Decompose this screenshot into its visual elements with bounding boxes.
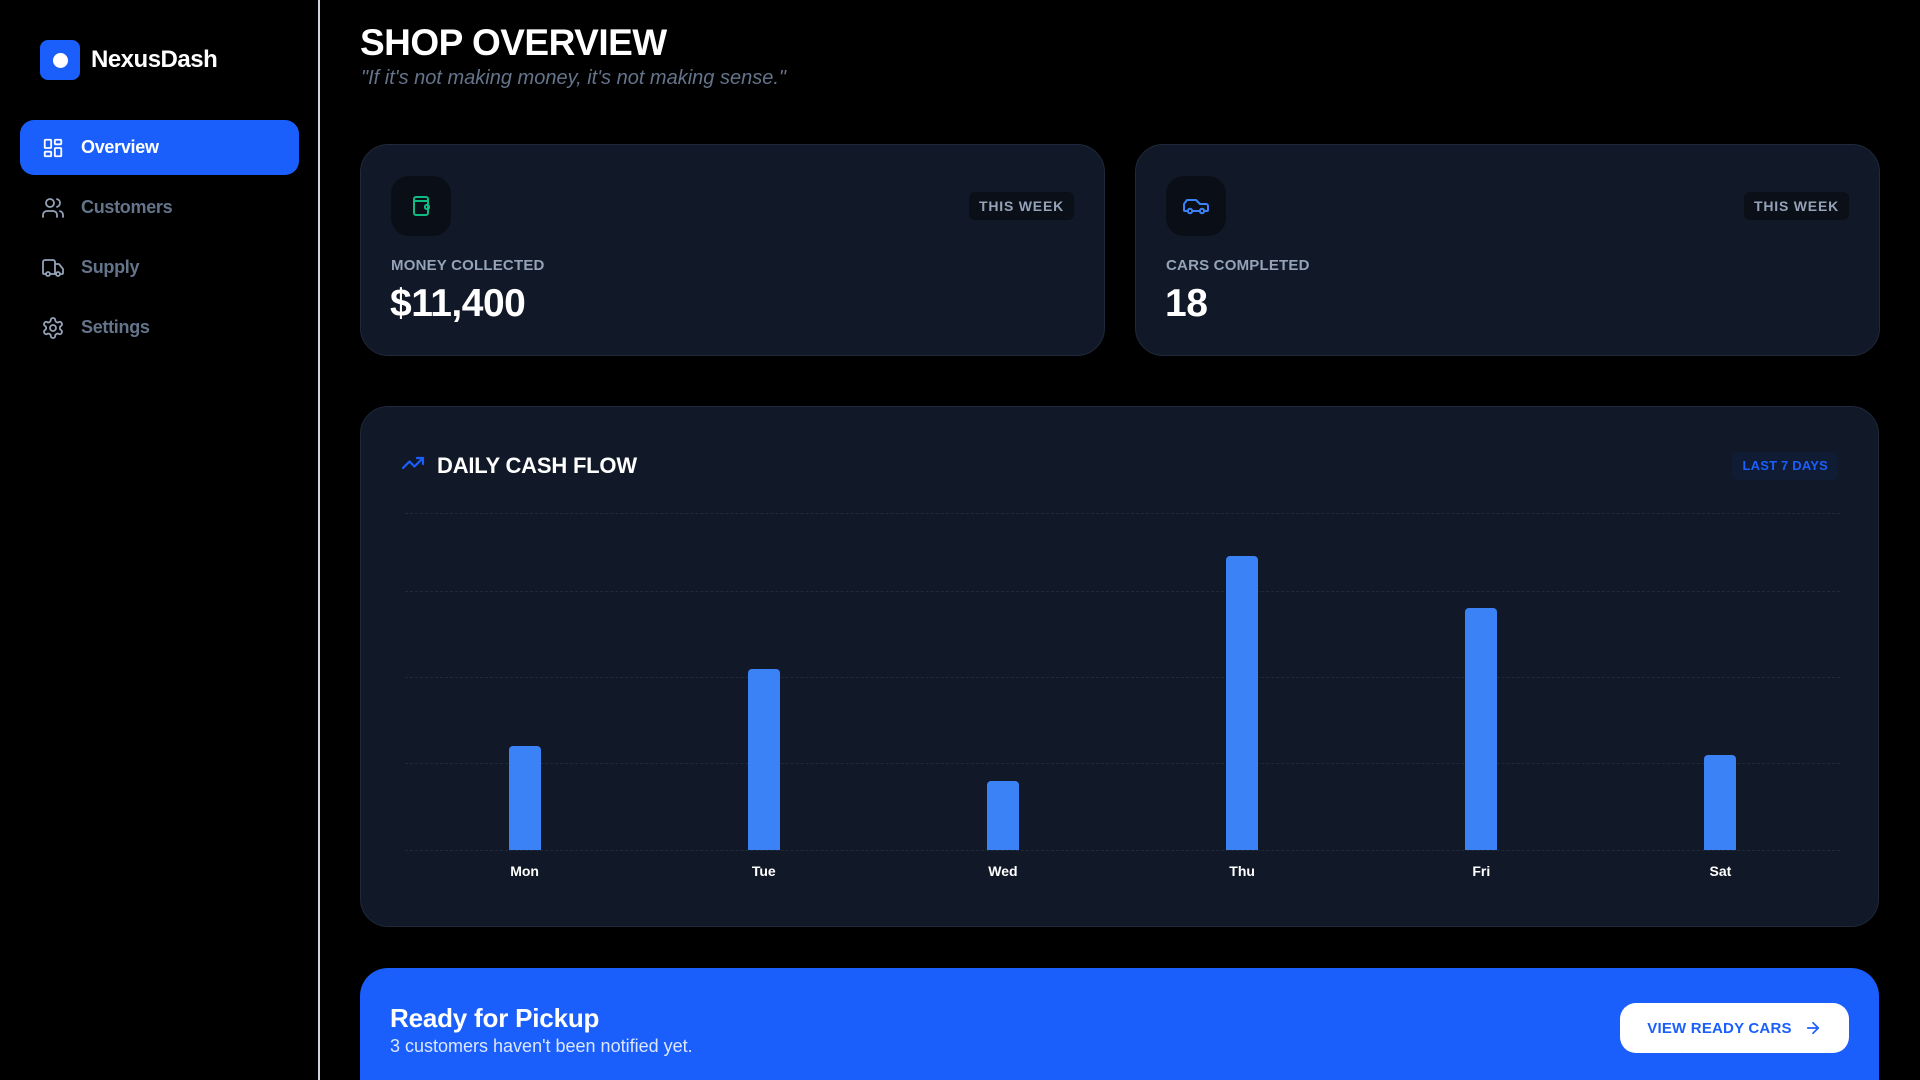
daily-cash-flow-chart: DAILY CASH FLOW LAST 7 DAYS Mon Tue Wed Thu…: [360, 406, 1879, 927]
x-axis-label: Fri: [1472, 863, 1491, 879]
bar[interactable]: [508, 746, 541, 850]
gear-icon: [41, 316, 65, 340]
sidebar-item-label: Supply: [81, 257, 140, 277]
chart-plot-area: Mon Tue Wed Thu Fri Sat: [405, 513, 1840, 879]
x-axis-label: Tue: [751, 863, 776, 879]
banner-text: 3 customers haven't been notified yet.: [390, 1036, 693, 1056]
grid-icon: [41, 136, 65, 160]
button-label: VIEW READY CARS: [1647, 1019, 1792, 1037]
sidebar-item-label: Overview: [81, 137, 159, 157]
car-icon: [1166, 176, 1226, 236]
chart-header: DAILY CASH FLOW: [401, 451, 637, 480]
wallet-icon: [391, 176, 451, 236]
range-badge: LAST 7 DAYS: [1732, 452, 1838, 480]
sidebar-nav: Overview Customers Supply Settings: [20, 120, 299, 360]
gridline: [405, 677, 1840, 678]
chart-title: DAILY CASH FLOW: [437, 452, 637, 478]
view-ready-cars-button[interactable]: VIEW READY CARS: [1620, 1003, 1849, 1053]
bar-series: Mon Tue Wed Thu Fri Sat: [405, 513, 1840, 879]
period-badge: THIS WEEK: [969, 192, 1074, 220]
bar-column: Mon: [405, 513, 644, 879]
sidebar-item-customers[interactable]: Customers: [20, 180, 299, 235]
sidebar-item-settings[interactable]: Settings: [20, 300, 299, 355]
bar-column: Thu: [1123, 513, 1362, 879]
bar-column: Wed: [883, 513, 1122, 879]
gridline: [405, 591, 1840, 592]
stat-card-cars: THIS WEEK CARS COMPLETED 18: [1135, 144, 1880, 356]
page-subtitle: "If it's not making money, it's not maki…: [361, 67, 786, 89]
x-axis-label: Wed: [988, 863, 1018, 879]
bar[interactable]: [1465, 608, 1498, 850]
stat-label: MONEY COLLECTED: [391, 257, 545, 274]
period-badge: THIS WEEK: [1744, 192, 1849, 220]
x-axis-label: Mon: [510, 863, 539, 879]
ready-for-pickup-banner: Ready for Pickup 3 customers haven't bee…: [360, 968, 1879, 1080]
stat-card-money: THIS WEEK MONEY COLLECTED $11,400: [360, 144, 1105, 356]
truck-icon: [41, 256, 65, 280]
arrow-right-icon: [1804, 1019, 1822, 1037]
x-axis-label: Thu: [1229, 863, 1255, 879]
stat-label: CARS COMPLETED: [1166, 257, 1310, 274]
gridline: [405, 850, 1840, 851]
sidebar-item-supply[interactable]: Supply: [20, 240, 299, 295]
gridline: [405, 513, 1840, 514]
users-icon: [41, 196, 65, 220]
bar[interactable]: [1226, 556, 1259, 850]
banner-title: Ready for Pickup: [390, 1003, 600, 1033]
sidebar-item-label: Customers: [81, 197, 173, 217]
bar[interactable]: [1704, 755, 1737, 850]
page-title: SHOP OVERVIEW: [360, 22, 667, 63]
bar-column: Sat: [1601, 513, 1840, 879]
bar[interactable]: [747, 669, 780, 850]
bar[interactable]: [986, 781, 1019, 850]
trending-up-icon: [401, 451, 425, 480]
bar-column: Tue: [644, 513, 883, 879]
sidebar-item-overview[interactable]: Overview: [20, 120, 299, 175]
gridline: [405, 763, 1840, 764]
bar-column: Fri: [1362, 513, 1601, 879]
logo-icon: [40, 40, 80, 80]
brand[interactable]: NexusDash: [40, 40, 218, 80]
sidebar: NexusDash Overview Customers Supply Sett…: [0, 0, 320, 1080]
stat-value: $11,400: [390, 282, 526, 325]
sidebar-item-label: Settings: [81, 317, 150, 337]
brand-name: NexusDash: [91, 46, 218, 73]
x-axis-label: Sat: [1709, 863, 1732, 879]
stat-value: 18: [1165, 282, 1208, 325]
